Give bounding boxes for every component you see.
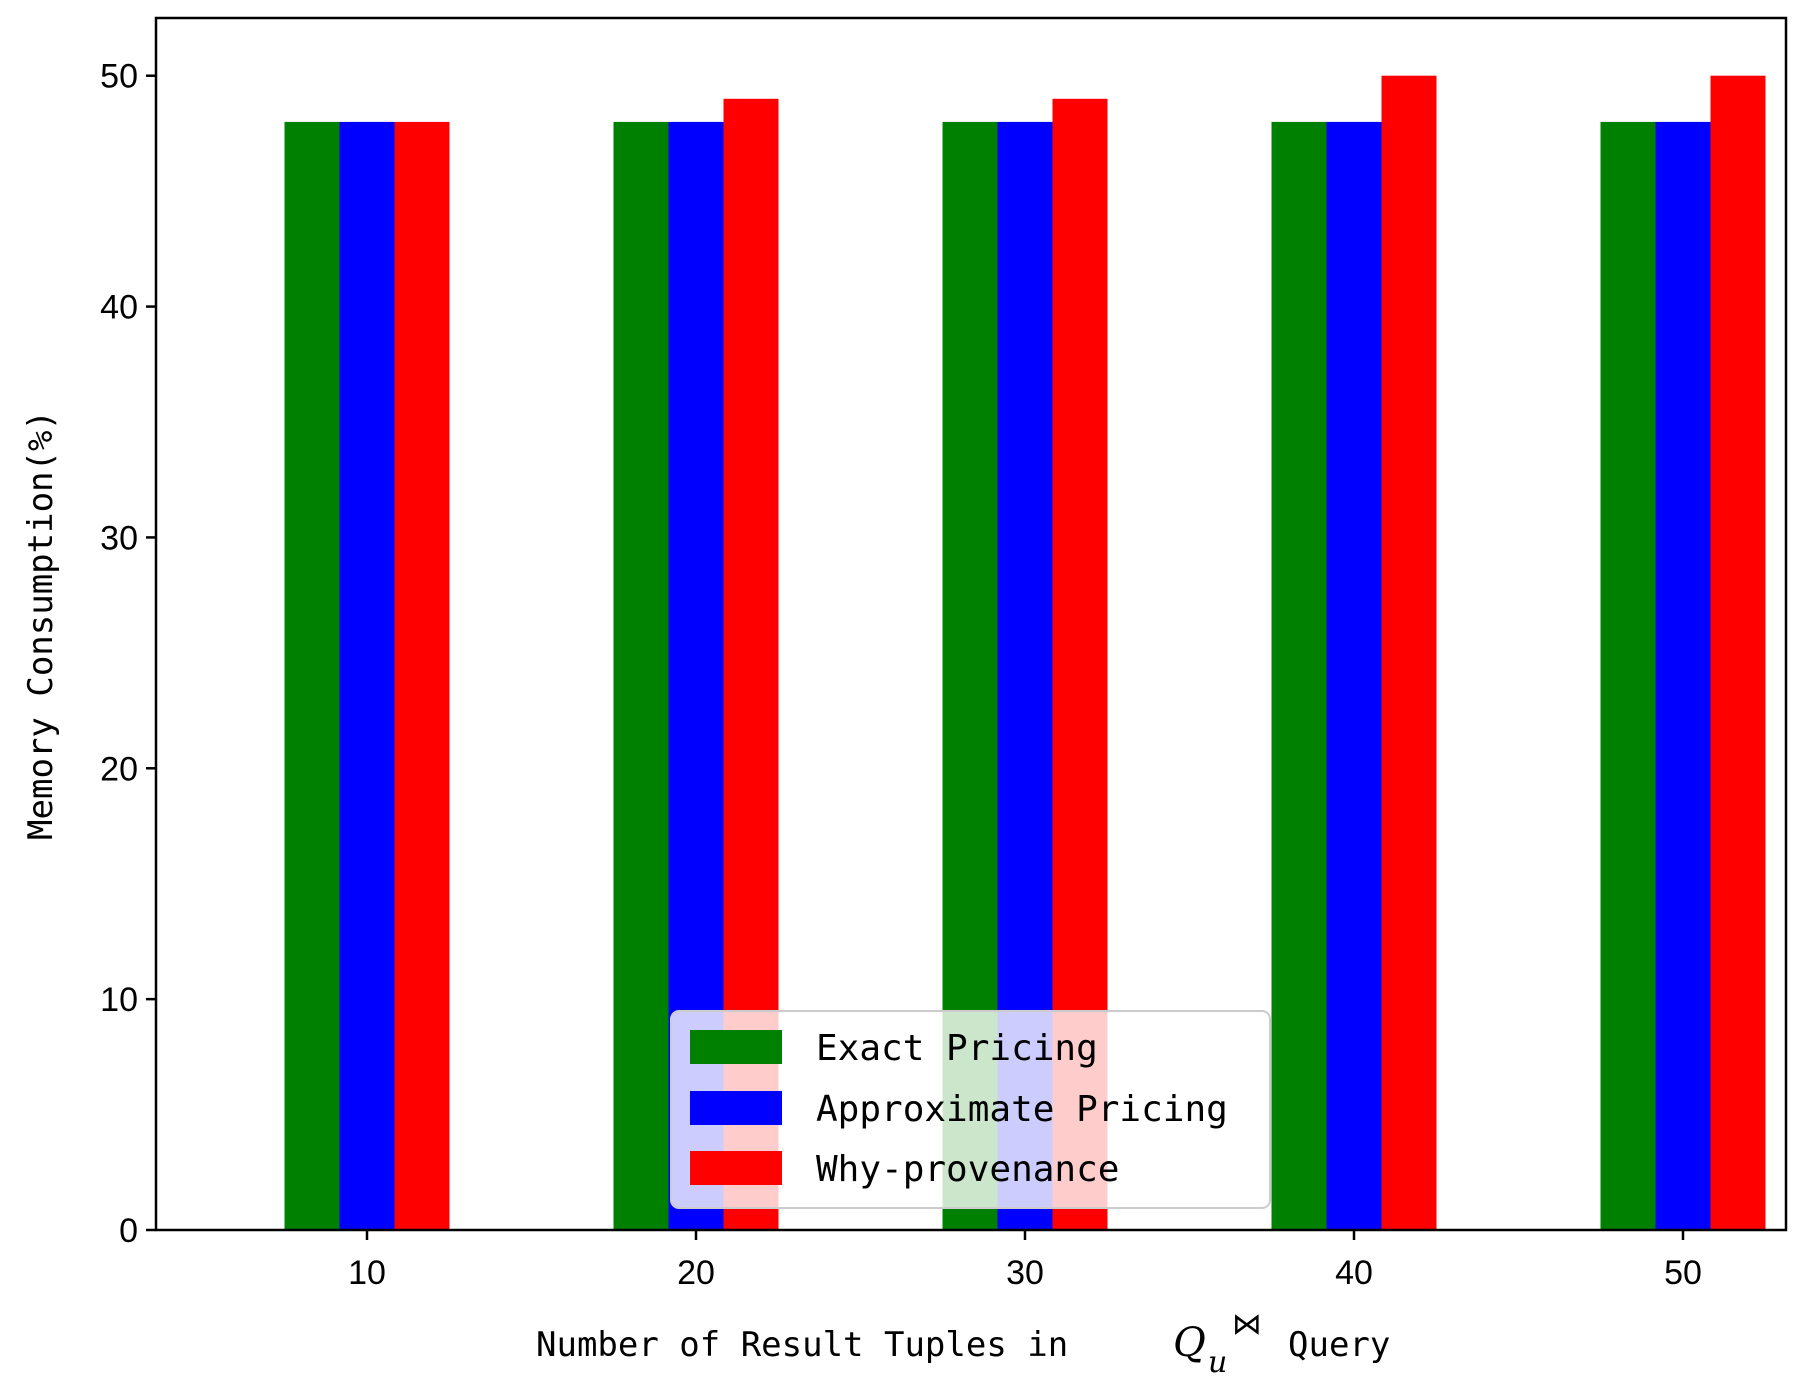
x-axis-label-prefix: Number of Result Tuples in xyxy=(536,1325,1068,1365)
plot-frame xyxy=(154,16,1788,1232)
legend: Exact Pricing Approximate Pricing Why-pr… xyxy=(670,1010,1271,1209)
x-axis-label-suffix: Query xyxy=(1288,1325,1390,1365)
legend-swatch-why-provenance xyxy=(690,1151,782,1185)
legend-label-exact-pricing: Exact Pricing xyxy=(816,1028,1098,1069)
bar-approximate-pricing-50 xyxy=(1655,121,1711,1230)
bar-exact-pricing-40 xyxy=(1271,121,1327,1230)
y-tick-label-10: 10 xyxy=(100,981,138,1019)
x-tick-label-50: 50 xyxy=(1664,1254,1702,1292)
x-axis-label: Number of Result Tuples in Q u ⋈ Query xyxy=(536,1303,1390,1381)
bar-why-provenance-40 xyxy=(1381,75,1437,1231)
y-tick-label-0: 0 xyxy=(119,1212,138,1250)
bar-exact-pricing-50 xyxy=(1600,121,1656,1230)
legend-box xyxy=(670,1010,1271,1209)
x-tick-label-40: 40 xyxy=(1335,1254,1373,1292)
bar-exact-pricing-20 xyxy=(613,121,669,1230)
x-axis-label-superscript: ⋈ xyxy=(1232,1307,1262,1342)
y-tick-label-40: 40 xyxy=(100,289,138,327)
x-tick-label-30: 30 xyxy=(1006,1254,1044,1292)
legend-swatch-approximate-pricing xyxy=(690,1091,782,1125)
y-tick-label-30: 30 xyxy=(100,519,138,557)
bar-exact-pricing-10 xyxy=(284,121,340,1230)
legend-label-approximate-pricing: Approximate Pricing xyxy=(816,1089,1228,1130)
y-axis: 0 10 20 30 40 50 xyxy=(100,58,156,1250)
bar-why-provenance-10 xyxy=(394,121,450,1230)
x-axis: 10 20 30 40 50 xyxy=(348,1230,1702,1292)
legend-swatch-exact-pricing xyxy=(690,1030,782,1064)
y-tick-label-50: 50 xyxy=(100,58,138,96)
y-axis-label: Memory Consumption(%) xyxy=(21,410,61,840)
legend-label-why-provenance: Why-provenance xyxy=(816,1149,1119,1190)
y-tick-label-20: 20 xyxy=(100,750,138,788)
x-tick-label-10: 10 xyxy=(348,1254,386,1292)
bar-approximate-pricing-40 xyxy=(1326,121,1382,1230)
bar-approximate-pricing-10 xyxy=(339,121,395,1230)
bar-why-provenance-50 xyxy=(1710,75,1766,1231)
x-axis-label-symbol: Q xyxy=(1173,1320,1206,1366)
x-axis-label-subscript: u xyxy=(1208,1345,1227,1380)
x-tick-label-20: 20 xyxy=(677,1254,715,1292)
